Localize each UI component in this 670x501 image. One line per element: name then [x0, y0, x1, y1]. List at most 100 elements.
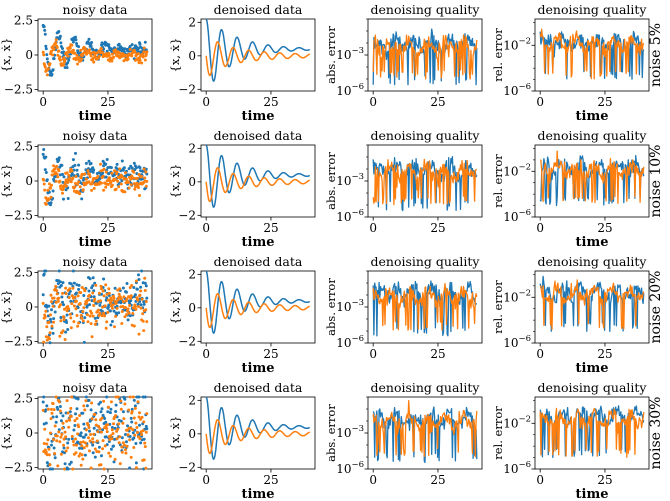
- data-point-x: [88, 303, 91, 307]
- data-point-xdot: [111, 303, 115, 307]
- data-point-xdot: [113, 457, 117, 461]
- data-point-x: [69, 460, 73, 464]
- y-tick-label: 2.5: [14, 391, 33, 405]
- data-point-xdot: [49, 417, 53, 421]
- data-point-xdot: [54, 179, 58, 183]
- series-xdot-points: [41, 276, 149, 344]
- data-point-x: [109, 447, 113, 451]
- data-point-xdot: [59, 435, 63, 439]
- data-point-xdot: [80, 172, 84, 176]
- data-point-x: [57, 30, 61, 33]
- data-point-xdot: [80, 286, 84, 289]
- data-point-xdot: [101, 439, 105, 443]
- data-point-x: [107, 43, 111, 47]
- data-point-xdot: [80, 453, 84, 457]
- data-point-x: [114, 403, 118, 407]
- data-point-xdot: [78, 185, 82, 189]
- series-xdot-points: [41, 38, 149, 77]
- series-x-line: [205, 18, 311, 82]
- data-point-xdot: [102, 399, 106, 403]
- data-point-x: [69, 282, 73, 286]
- y-tick-label: 10−6: [503, 334, 531, 350]
- y-tick-label: 0: [25, 300, 33, 314]
- data-point-xdot: [133, 187, 137, 191]
- data-point-x: [49, 317, 52, 321]
- data-point-xdot: [46, 67, 50, 71]
- subplot-title: denoised data: [214, 128, 303, 143]
- series-xdot-error: [372, 399, 478, 458]
- data-point-xdot: [63, 430, 67, 434]
- data-point-xdot: [74, 437, 77, 441]
- data-point-xdot: [73, 419, 77, 423]
- data-point-xdot: [119, 182, 123, 186]
- y-axis-label: rel. error: [491, 406, 505, 460]
- series-xdot-error: [539, 407, 645, 458]
- data-point-xdot: [113, 169, 116, 173]
- data-point-xdot: [116, 427, 120, 431]
- data-point-xdot: [134, 466, 138, 470]
- y-tick-label: 10−6: [336, 460, 364, 476]
- y-tick-label: −2: [178, 82, 196, 96]
- data-point-xdot: [70, 294, 74, 298]
- data-point-x: [88, 277, 92, 281]
- data-point-xdot: [49, 431, 52, 435]
- data-point-xdot: [87, 180, 91, 184]
- data-point-xdot: [123, 315, 127, 319]
- data-point-xdot: [91, 437, 95, 441]
- data-point-xdot: [119, 297, 123, 301]
- subplot-title: denoising quality: [371, 380, 481, 395]
- data-point-x: [123, 397, 127, 401]
- data-point-xdot: [68, 287, 72, 291]
- data-point-xdot: [49, 313, 52, 317]
- data-point-xdot: [90, 417, 94, 421]
- data-point-xdot: [67, 173, 71, 177]
- x-tick-label: 0: [39, 473, 47, 487]
- data-point-xdot: [99, 284, 103, 288]
- data-point-x: [47, 190, 51, 194]
- data-point-x: [44, 408, 48, 412]
- data-point-xdot: [110, 59, 114, 63]
- series-x-line: [205, 396, 311, 460]
- data-point-x: [108, 309, 112, 313]
- data-point-x: [104, 435, 108, 439]
- data-point-x: [67, 58, 71, 62]
- data-point-xdot: [125, 177, 128, 181]
- data-point-xdot: [71, 176, 75, 180]
- data-point-x: [41, 152, 45, 156]
- data-point-x: [75, 407, 79, 411]
- series-xdot-error: [539, 279, 645, 331]
- data-point-xdot: [133, 406, 137, 410]
- data-point-xdot: [61, 191, 64, 195]
- tick-exponent: −6: [351, 208, 364, 218]
- data-point-x: [137, 273, 140, 277]
- data-point-xdot: [125, 297, 129, 301]
- data-point-xdot: [86, 320, 90, 324]
- y-tick-label: −2.5: [4, 335, 33, 349]
- data-point-xdot: [97, 450, 101, 454]
- data-point-xdot: [130, 284, 134, 287]
- y-axis-label: abs. error: [324, 152, 338, 210]
- data-point-xdot: [143, 441, 147, 445]
- data-point-x: [61, 300, 64, 304]
- data-point-xdot: [140, 433, 144, 436]
- data-point-x: [58, 34, 62, 38]
- data-point-xdot: [45, 73, 49, 77]
- data-point-xdot: [117, 422, 121, 426]
- data-point-x: [119, 419, 123, 423]
- data-point-xdot: [81, 457, 85, 461]
- data-point-xdot: [137, 186, 140, 190]
- data-point-x: [101, 428, 105, 432]
- subplot-denoised-data: denoised data 0 25 2 0 −2 time {x, ẋ}: [168, 254, 316, 376]
- y-tick-label: 0: [188, 301, 196, 315]
- data-point-x: [52, 57, 56, 61]
- y-tick-label: 10−6: [336, 82, 364, 98]
- data-point-x: [92, 426, 96, 430]
- data-point-xdot: [61, 329, 65, 333]
- data-point-xdot: [63, 307, 66, 311]
- data-point-x: [82, 294, 86, 297]
- data-point-xdot: [42, 340, 46, 344]
- data-point-x: [43, 168, 47, 172]
- data-point-xdot: [99, 162, 102, 166]
- data-point-xdot: [90, 401, 94, 405]
- data-point-x: [104, 175, 108, 179]
